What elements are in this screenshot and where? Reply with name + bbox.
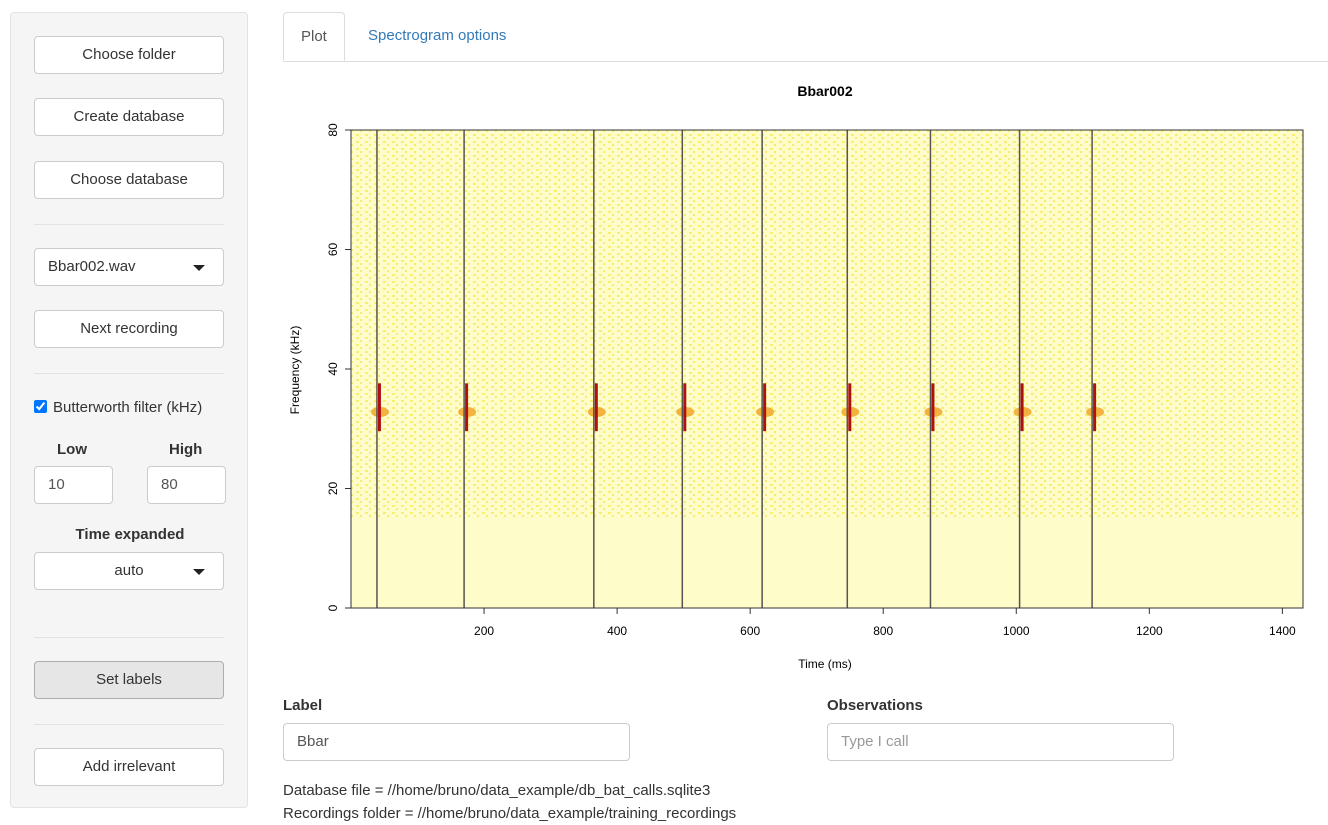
y-axis-label: Frequency (kHz) — [288, 326, 302, 415]
call-trace — [377, 383, 381, 432]
y-tick-label: 40 — [326, 362, 340, 376]
caret — [193, 569, 205, 575]
x-tick-label: 800 — [873, 624, 893, 638]
tabs: Plot Spectrogram options — [283, 12, 1328, 62]
call-trace — [848, 383, 852, 432]
call-trace — [683, 383, 687, 432]
x-tick-label: 1400 — [1269, 624, 1296, 638]
time-expanded-label: Time expanded — [75, 526, 185, 543]
tab-plot[interactable]: Plot — [283, 12, 345, 61]
high-input[interactable]: 80 — [147, 466, 226, 504]
call-trace — [1093, 383, 1097, 432]
low-label: Low — [57, 441, 87, 458]
recordings-folder: Recordings folder = //home/bruno/data_ex… — [283, 805, 737, 822]
call-trace — [763, 383, 767, 432]
add-irrelevant-button[interactable]: Add irrelevant — [34, 748, 224, 786]
x-tick-label: 600 — [740, 624, 760, 638]
x-tick-label: 400 — [607, 624, 627, 638]
x-tick-label: 1000 — [1003, 624, 1030, 638]
observations-input[interactable]: Type I call — [827, 723, 1174, 761]
y-tick-label: 0 — [326, 604, 340, 611]
recording-select[interactable]: Bbar002.wav — [34, 248, 224, 286]
x-tick-label: 200 — [474, 624, 494, 638]
set-labels-button[interactable]: Set labels — [34, 661, 224, 699]
x-axis-label: Time (ms) — [798, 657, 852, 671]
label-input[interactable]: Bbar — [283, 723, 630, 761]
observations-title: Observations — [827, 697, 923, 714]
choose-folder-button[interactable]: Choose folder — [34, 36, 224, 74]
recording-value: Bbar002.wav — [48, 258, 136, 275]
high-label: High — [169, 441, 203, 458]
sidebar: Choose folder Create database Choose dat… — [10, 12, 248, 808]
spectrogram-chart: Bbar002 Time (ms) Frequency (kHz) 200 400… — [288, 83, 1304, 671]
y-tick-label: 80 — [326, 123, 340, 137]
y-tick-label: 20 — [326, 482, 340, 496]
call-trace — [1020, 383, 1024, 432]
filter-row: Butterworth filter (kHz) — [34, 399, 202, 416]
x-tick-label: 1200 — [1136, 624, 1163, 638]
create-database-button[interactable]: Create database — [34, 98, 224, 136]
caret — [193, 265, 205, 271]
noise-region — [351, 130, 1303, 518]
choose-database-button[interactable]: Choose database — [34, 161, 224, 199]
call-trace — [931, 383, 935, 432]
low-input[interactable]: 10 — [34, 466, 113, 504]
call-trace — [465, 383, 469, 432]
divider — [34, 373, 224, 374]
filter-checkbox[interactable] — [34, 400, 47, 413]
divider — [34, 724, 224, 725]
chart-title: Bbar002 — [797, 83, 852, 99]
call-trace — [594, 383, 598, 432]
database-file: Database file = //home/bruno/data_exampl… — [283, 782, 711, 799]
divider — [34, 224, 224, 225]
divider — [34, 637, 224, 638]
y-tick-label: 60 — [326, 243, 340, 257]
time-expanded-select[interactable]: auto — [34, 552, 224, 590]
next-recording-button[interactable]: Next recording — [34, 310, 224, 348]
filter-label: Butterworth filter (kHz) — [53, 399, 203, 416]
tab-spectrogram-options[interactable]: Spectrogram options — [368, 27, 507, 44]
time-expanded-value: auto — [114, 562, 144, 579]
label-title: Label — [283, 697, 323, 714]
